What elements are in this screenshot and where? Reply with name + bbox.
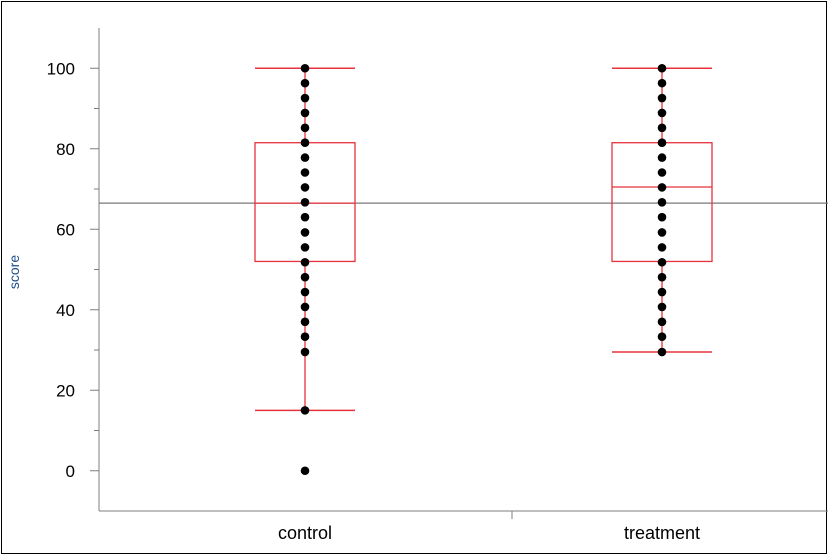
data-point — [300, 272, 310, 282]
data-point — [657, 212, 667, 222]
data-point — [300, 302, 310, 312]
data-point — [657, 138, 667, 148]
data-point — [300, 197, 310, 207]
data-point — [657, 78, 667, 88]
data-point — [300, 108, 310, 118]
data-point — [657, 332, 667, 342]
y-axis-label: score — [6, 255, 22, 289]
data-point — [300, 332, 310, 342]
data-points — [300, 63, 667, 476]
x-category-label: control — [278, 523, 332, 543]
data-point — [657, 168, 667, 177]
data-point — [657, 272, 667, 282]
data-point — [657, 123, 667, 133]
data-point — [300, 138, 310, 148]
data-point — [300, 63, 310, 73]
data-point — [657, 228, 667, 237]
x-axis-labels: control treatment — [278, 523, 700, 543]
data-point — [657, 317, 667, 327]
data-point — [657, 347, 667, 357]
data-point — [657, 63, 667, 73]
data-point — [657, 197, 667, 207]
y-tick-label: 60 — [56, 220, 75, 239]
box-control — [254, 67, 356, 412]
data-point — [300, 466, 310, 476]
data-point — [300, 183, 310, 192]
data-point — [657, 287, 667, 297]
data-point — [300, 243, 310, 252]
data-point — [300, 123, 310, 133]
data-point — [657, 257, 667, 267]
data-point — [300, 317, 310, 327]
y-tick-label: 100 — [47, 59, 75, 78]
data-point — [300, 78, 310, 88]
data-point — [300, 93, 310, 103]
data-point — [657, 183, 667, 192]
axes — [98, 28, 828, 519]
data-point — [657, 302, 667, 312]
data-point — [657, 243, 667, 252]
data-point — [300, 257, 310, 267]
data-point — [300, 168, 310, 177]
data-point — [657, 93, 667, 103]
y-tick-label: 40 — [56, 301, 75, 320]
data-point — [300, 347, 310, 357]
y-tick-label: 0 — [66, 462, 75, 481]
y-tick-label: 20 — [56, 381, 75, 400]
data-point — [300, 212, 310, 222]
data-point — [657, 108, 667, 118]
boxes — [254, 67, 713, 412]
y-tick-label: 80 — [56, 140, 75, 159]
y-axis-label-group: score — [6, 255, 22, 289]
data-point — [300, 153, 310, 162]
data-point — [300, 406, 310, 415]
data-point — [300, 228, 310, 237]
data-point — [657, 153, 667, 162]
y-axis-ticks: 0 20 40 60 80 100 — [47, 59, 99, 481]
data-point — [300, 287, 310, 297]
x-category-label: treatment — [624, 523, 700, 543]
